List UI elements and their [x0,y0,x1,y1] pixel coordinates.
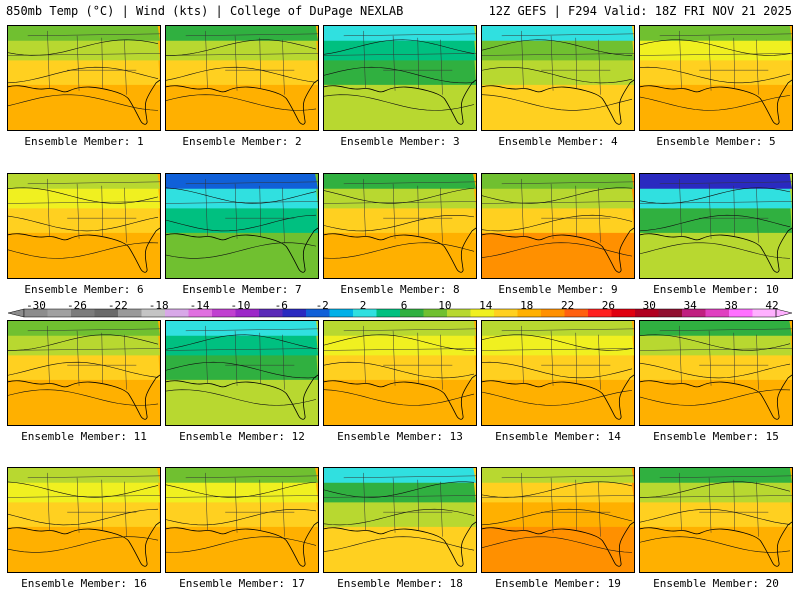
ensemble-member-map [165,467,319,573]
ensemble-member-map [323,467,477,573]
colorbar-segment [705,309,730,317]
ensemble-member-map [639,320,793,426]
colorbar-tick-label: 30 [642,299,656,312]
ensemble-member-map [481,320,635,426]
ensemble-member-map [639,467,793,573]
colorbar-segment [752,309,777,317]
colorbar-segment [306,309,330,317]
ensemble-member-label: Ensemble Member: 20 [653,577,779,590]
colorbar-tick-label: -22 [107,299,128,312]
colorbar-segment [24,309,48,317]
ensemble-member-map [639,173,793,279]
colorbar-segment [470,309,495,317]
colorbar-segment [494,309,518,317]
colorbar-segment [423,309,448,317]
colorbar-tick-label: 26 [601,299,616,312]
colorbar-segment [47,309,72,317]
colorbar-tick-label: -10 [230,299,251,312]
colorbar-segment [447,309,471,317]
colorbar-segment [376,309,401,317]
header-valid-time: 12Z GEFS | F294 Valid: 18Z FRI NOV 21 20… [488,4,792,18]
colorbar-tick-label: 22 [560,299,575,312]
colorbar-segment [541,309,565,317]
ensemble-member-label: Ensemble Member: 19 [495,577,621,590]
colorbar-tick-label: 18 [520,299,534,312]
colorbar-tick-label: -14 [189,299,210,312]
colorbar-segment [682,309,706,317]
colorbar-segment [658,309,683,317]
colorbar-segment [282,309,307,317]
colorbar-segment [517,309,542,317]
ensemble-member-label: Ensemble Member: 17 [179,577,305,590]
ensemble-member-map [481,173,635,279]
temperature-colorbar [8,308,792,318]
colorbar-segment [118,309,142,317]
ensemble-member-label: Ensemble Member: 16 [21,577,147,590]
colorbar-segment [235,309,260,317]
colorbar-segment [588,309,612,317]
colorbar-segment [94,309,119,317]
colorbar-segment [212,309,236,317]
ensemble-member-map [7,25,161,131]
colorbar-segment [611,309,636,317]
colorbar-segment [165,309,189,317]
ensemble-member-label: Ensemble Member: 10 [653,283,779,296]
ensemble-member-label: Ensemble Member: 12 [179,430,305,443]
ensemble-member-label: Ensemble Member: 15 [653,430,779,443]
ensemble-member-label: Ensemble Member: 9 [498,283,618,296]
colorbar-tick-label: -18 [148,299,169,312]
ensemble-member-label: Ensemble Member: 13 [337,430,463,443]
ensemble-member-map [323,25,477,131]
colorbar-segment [729,309,753,317]
colorbar-tick-label: 10 [438,299,452,312]
ensemble-member-label: Ensemble Member: 3 [340,135,460,148]
colorbar-tick-label: -26 [66,299,87,312]
colorbar-min-arrow [8,308,25,318]
ensemble-member-map [323,173,477,279]
ensemble-member-map [165,320,319,426]
header-title: 850mb Temp (°C) | Wind (kts) | College o… [6,4,404,18]
colorbar-segment [259,309,283,317]
colorbar-segment [635,309,659,317]
colorbar-tick-label: 38 [724,299,738,312]
ensemble-member-label: Ensemble Member: 4 [498,135,618,148]
ensemble-member-map [481,25,635,131]
ensemble-member-map [165,173,319,279]
ensemble-member-label: Ensemble Member: 1 [24,135,144,148]
ensemble-member-map [639,25,793,131]
colorbar-tick-label: 14 [479,299,493,312]
ensemble-member-label: Ensemble Member: 11 [21,430,147,443]
colorbar-tick-label: -30 [26,299,46,312]
ensemble-member-label: Ensemble Member: 7 [182,283,302,296]
ensemble-member-label: Ensemble Member: 6 [24,283,144,296]
colorbar-segment [564,309,589,317]
ensemble-member-map [165,25,319,131]
colorbar-segment [71,309,95,317]
colorbar-segment [400,309,424,317]
ensemble-member-label: Ensemble Member: 18 [337,577,463,590]
ensemble-member-map [481,467,635,573]
ensemble-member-map [7,467,161,573]
colorbar-segment [141,309,166,317]
colorbar-segment [329,309,354,317]
ensemble-member-label: Ensemble Member: 14 [495,430,621,443]
ensemble-member-map [7,173,161,279]
colorbar-tick-label: 2 [359,299,367,312]
colorbar-segment [353,309,377,317]
colorbar-tick-label: -6 [274,299,288,312]
colorbar-tick-label: 6 [400,299,408,312]
ensemble-member-map [323,320,477,426]
colorbar-tick-label: 34 [683,299,697,312]
colorbar-segment [188,309,213,317]
ensemble-member-label: Ensemble Member: 8 [340,283,460,296]
ensemble-member-label: Ensemble Member: 2 [182,135,302,148]
ensemble-member-label: Ensemble Member: 5 [656,135,776,148]
ensemble-member-map [7,320,161,426]
colorbar-tick-label: 42 [765,299,779,312]
colorbar-tick-label: -2 [315,299,329,312]
